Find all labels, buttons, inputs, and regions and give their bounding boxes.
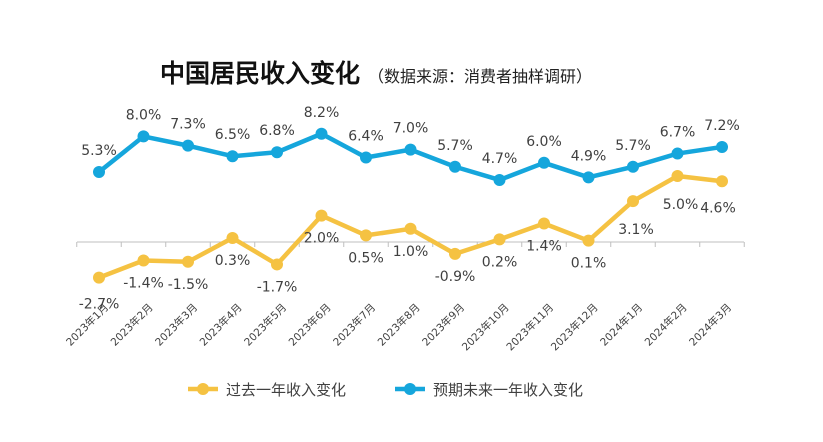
data-label: -0.9% [435, 269, 476, 285]
chart-title-main: 中国居民收入变化 [160, 59, 360, 88]
data-label: 5.0% [663, 197, 699, 213]
data-label: 8.0% [126, 107, 162, 123]
data-point [137, 130, 150, 143]
data-label: 5.3% [81, 143, 117, 159]
data-label: 6.0% [526, 134, 562, 150]
x-tick-label: 2023年4月 [197, 301, 245, 349]
data-label: 6.7% [660, 125, 696, 141]
data-point [671, 170, 684, 182]
data-point [315, 127, 328, 140]
data-label: 7.3% [170, 117, 206, 133]
data-label: 4.9% [571, 148, 607, 164]
data-point [627, 160, 639, 173]
data-label: 1.0% [393, 244, 429, 260]
data-point [538, 217, 550, 230]
data-label: 0.5% [348, 250, 384, 266]
x-tick-label: 2024年2月 [642, 301, 690, 349]
x-tick-label: 2023年7月 [330, 301, 378, 349]
data-point [582, 171, 595, 184]
chart-title: 中国居民收入变化 （数据来源：消费者抽样调研） [160, 59, 592, 88]
data-label: 2.0% [304, 231, 340, 247]
data-labels: -2.7%-1.4% -1.5% 0.3% -1.7% 2.0% 0.5% 1.0% -0.9… [79, 105, 740, 313]
data-label: -1.7% [257, 279, 298, 295]
x-tick-label: 2024年3月 [686, 301, 734, 349]
data-label: 6.4% [348, 129, 384, 145]
data-point [315, 209, 328, 222]
legend-label-0: 过去一年收入变化 [226, 381, 346, 399]
data-point [627, 195, 639, 208]
data-label: 5.7% [437, 138, 473, 154]
x-tick-label: 2023年6月 [286, 301, 334, 349]
data-label: 0.2% [482, 254, 518, 270]
data-label: 4.7% [482, 151, 518, 167]
data-label: 1.4% [526, 239, 562, 255]
x-tick-label: 2024年1月 [597, 301, 645, 349]
data-point [716, 175, 728, 188]
data-point [582, 234, 595, 247]
series-points [93, 127, 728, 284]
legend-label-1: 预期未来一年收入变化 [433, 381, 583, 399]
data-point [182, 139, 194, 152]
data-point [271, 146, 283, 159]
x-tick-label: 2023年8月 [375, 301, 423, 349]
data-label: 6.8% [259, 123, 295, 139]
data-label: 7.2% [704, 118, 740, 134]
data-point [538, 156, 550, 169]
data-label: 4.6% [700, 200, 736, 216]
data-point [360, 151, 372, 164]
data-label: 0.1% [571, 256, 607, 272]
data-label: 8.2% [304, 105, 340, 121]
data-point [93, 166, 105, 179]
data-label: 6.5% [215, 127, 251, 143]
data-label: 5.7% [615, 138, 651, 154]
data-label: -1.5% [168, 277, 209, 293]
x-tick-label: 2023年12月 [548, 301, 600, 353]
data-point [493, 173, 506, 186]
x-tick-label: 2023年5月 [241, 301, 289, 349]
data-point [404, 143, 417, 156]
data-point [182, 255, 194, 268]
data-point [226, 150, 239, 163]
data-point [137, 254, 150, 267]
legend-swatch-marker-0 [197, 383, 209, 395]
data-point [404, 222, 417, 235]
x-tick-labels: 2023年1月2023年2月2023年3月2023年4月2023年5月2023年… [63, 301, 734, 353]
data-point [716, 140, 728, 153]
data-point [449, 247, 461, 260]
data-point [93, 271, 105, 284]
data-point [271, 258, 283, 271]
data-label: 7.0% [393, 121, 429, 137]
legend: 过去一年收入变化 预期未来一年收入变化 [188, 381, 583, 399]
data-label: 0.3% [215, 253, 251, 269]
data-label: -1.4% [123, 275, 164, 291]
data-point [493, 233, 506, 246]
legend-swatch-marker-1 [404, 383, 416, 395]
data-point [360, 229, 372, 242]
chart-subtitle: （数据来源：消费者抽样调研） [368, 67, 592, 86]
data-label: -2.7% [79, 297, 120, 313]
x-axis [76, 241, 745, 247]
data-label: 3.1% [618, 222, 654, 238]
x-tick-label: 2023年3月 [152, 301, 200, 349]
data-point [671, 147, 684, 160]
data-point [449, 160, 461, 173]
x-tick-label: 2023年9月 [419, 301, 467, 349]
data-point [226, 232, 239, 245]
